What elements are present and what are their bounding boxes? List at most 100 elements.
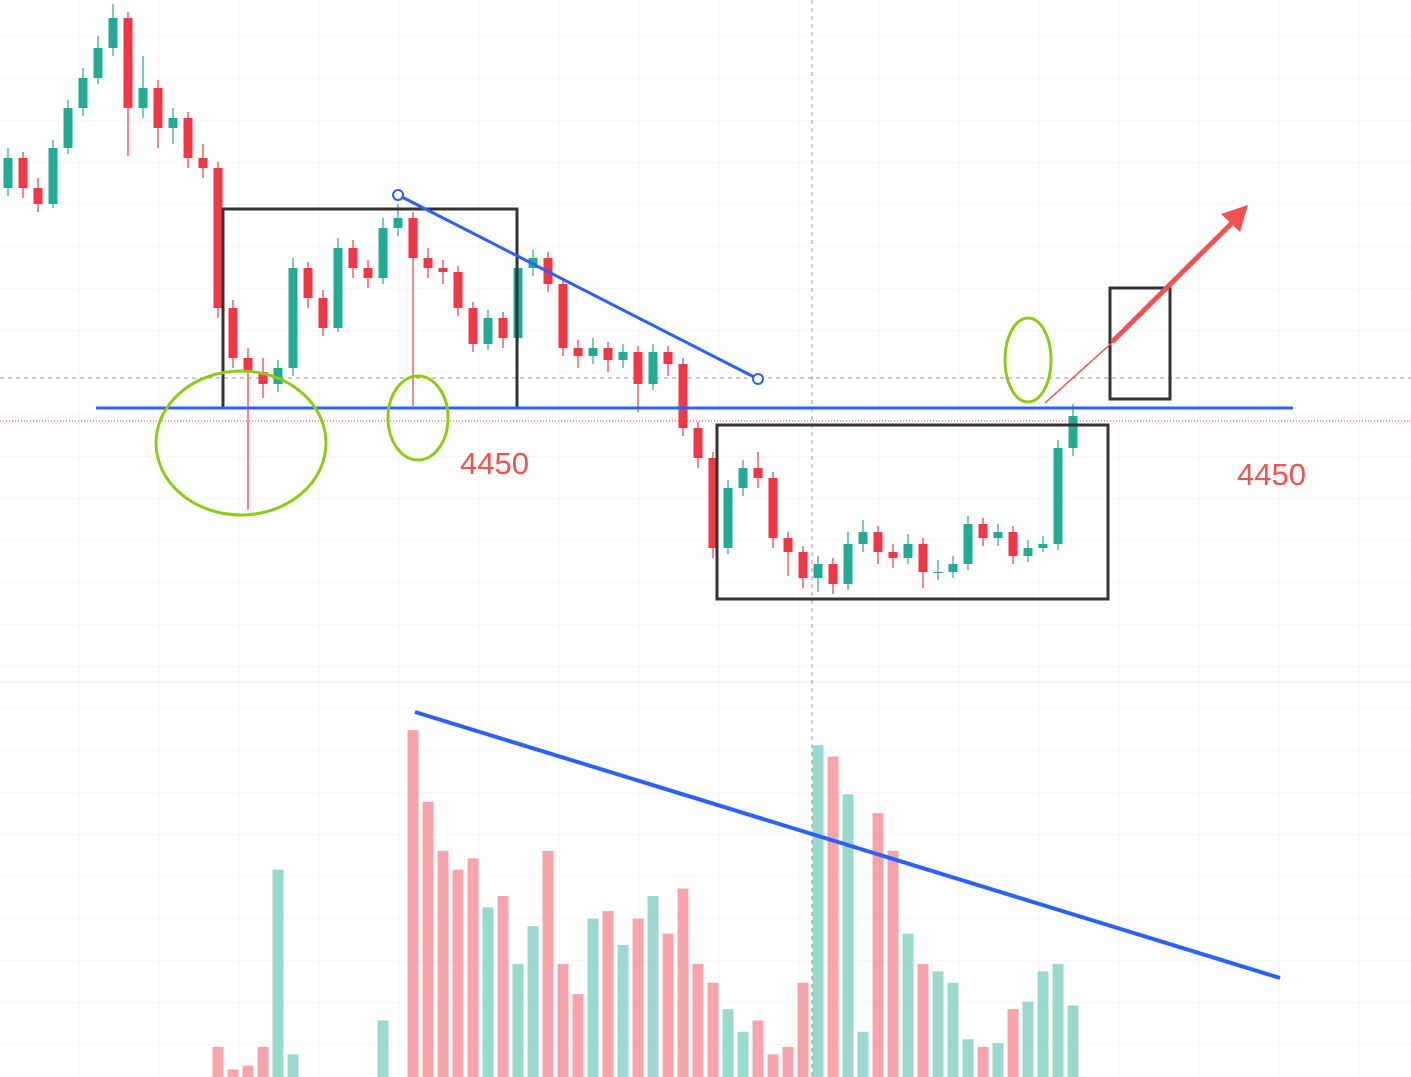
candle-body (978, 524, 988, 538)
volume-bar (752, 1020, 764, 1077)
candle-body (693, 428, 703, 458)
trend-line (397, 193, 759, 381)
candle-body (633, 352, 643, 384)
volume-bar (812, 745, 824, 1077)
candle-body (303, 268, 313, 298)
candle-body (408, 218, 418, 258)
candle-body (798, 552, 808, 578)
candle-body (1008, 532, 1018, 556)
volume-bar (212, 1046, 224, 1077)
candle-body (378, 228, 388, 278)
candle-body (468, 308, 478, 344)
candle-body (18, 158, 28, 188)
candle-body (828, 564, 838, 584)
volume-pane (212, 730, 1079, 1077)
volume-bar (257, 1046, 269, 1077)
candle-body (678, 364, 688, 428)
candle-body (963, 524, 973, 564)
candle-body (273, 368, 283, 384)
candle-body (33, 188, 43, 204)
candle-body (243, 358, 253, 372)
candle-body (213, 168, 223, 308)
handle (392, 189, 404, 201)
candle-body (123, 18, 133, 108)
volume-bar (1052, 963, 1064, 1077)
volume-bar (992, 1043, 1004, 1077)
volume-bar (572, 994, 584, 1077)
volume-bar (887, 850, 899, 1077)
candle-body (1068, 416, 1078, 448)
volume-bar (932, 971, 944, 1077)
candle-body (483, 318, 493, 344)
volume-bar (737, 1031, 749, 1077)
volume-bar (767, 1054, 779, 1077)
candle-body (813, 564, 823, 578)
candle-body (108, 18, 118, 48)
arrow (1110, 218, 1237, 344)
candle-body (753, 468, 763, 478)
candle-body (603, 348, 613, 360)
volume-bar (452, 869, 464, 1077)
volume-bar (422, 801, 434, 1077)
candle-body (1023, 548, 1033, 556)
candle-body (618, 352, 628, 360)
volume-bar (797, 982, 809, 1077)
volume-bar (527, 926, 539, 1077)
candle-body (48, 148, 58, 204)
volume-bar (617, 945, 629, 1077)
volume-bar (287, 1054, 299, 1077)
level-label: 4450 (460, 446, 529, 481)
candle-body (768, 478, 778, 538)
candle-body (873, 532, 883, 552)
candle-body (1053, 448, 1063, 544)
candle-body (318, 298, 328, 328)
candle-body (168, 118, 178, 128)
candle-body (258, 372, 268, 384)
volume-bar (587, 918, 599, 1077)
candle-body (1038, 544, 1048, 548)
candle-body (843, 544, 853, 584)
volume-bar (512, 963, 524, 1077)
volume-bar (707, 982, 719, 1077)
volume-bar (947, 982, 959, 1077)
volume-bar (1067, 1005, 1079, 1077)
volume-bar (227, 1069, 239, 1077)
candle-body (93, 48, 103, 78)
candle-body (153, 88, 163, 128)
box (715, 423, 1110, 601)
volume-bar (437, 850, 449, 1077)
ellipse (154, 369, 328, 517)
volume-bar (857, 1031, 869, 1077)
candle-body (888, 552, 898, 558)
volume-bar (407, 730, 419, 1077)
candle-body (3, 158, 13, 188)
volume-bar (467, 858, 479, 1077)
volume-bar (242, 1065, 254, 1077)
candle-body (558, 284, 568, 348)
volume-bar (977, 1046, 989, 1077)
candle-body (78, 78, 88, 108)
volume-bar (872, 813, 884, 1077)
candle-body (333, 248, 343, 328)
candle-body (933, 572, 943, 573)
volume-bar (272, 869, 284, 1077)
volume-bar (692, 963, 704, 1077)
volume-bar (722, 1009, 734, 1077)
volume-bar (962, 1039, 974, 1077)
volume-bar (842, 794, 854, 1077)
volume-bar (542, 850, 554, 1077)
candle-body (138, 88, 148, 108)
candle-body (423, 258, 433, 268)
candle-body (348, 248, 358, 268)
candle-body (438, 268, 448, 272)
volume-bar (557, 963, 569, 1077)
candle-body (453, 272, 463, 308)
price-pane (3, 4, 1078, 594)
volume-bar (482, 907, 494, 1077)
candle-body (393, 218, 403, 228)
drawings (96, 189, 1293, 980)
volume-bar (902, 933, 914, 1077)
volume-bar (917, 963, 929, 1077)
ellipse (386, 374, 450, 462)
